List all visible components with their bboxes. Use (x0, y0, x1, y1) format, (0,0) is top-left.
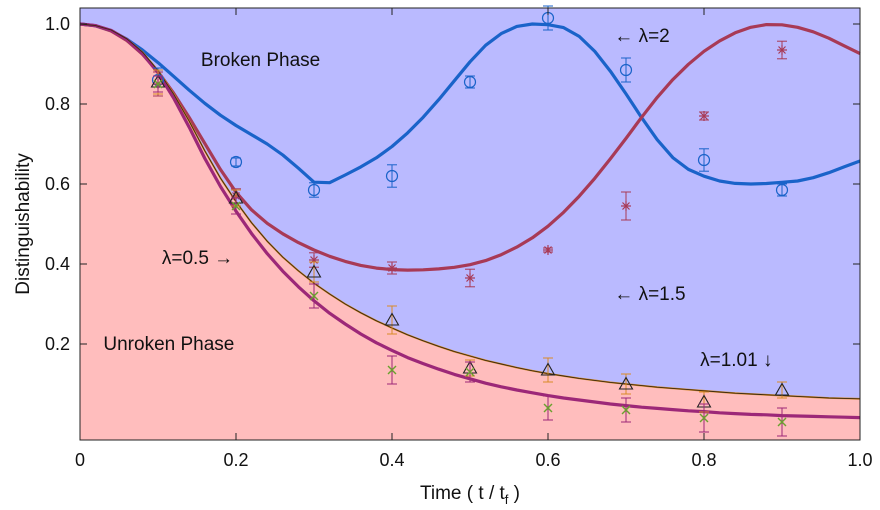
data-point (618, 373, 634, 395)
marker-triangle (384, 312, 400, 326)
annotation: Broken Phase (201, 50, 320, 71)
marker-star (466, 274, 474, 282)
marker-x (309, 291, 319, 301)
marker-star (700, 112, 708, 120)
data-point (306, 261, 322, 283)
data-point (153, 75, 163, 93)
data-point (699, 111, 709, 121)
marker-circle (775, 183, 789, 197)
region-unbroken-phase (80, 24, 860, 440)
annotation: ← λ=1.5 (614, 284, 685, 305)
data-point (774, 381, 790, 399)
y-tick-label: 0.6 (45, 174, 70, 194)
x-tick-label: 0.8 (691, 450, 716, 470)
data-point (385, 164, 399, 188)
x-axis-label-main: Time ( t / t (420, 483, 506, 504)
marker-star (778, 46, 786, 54)
data-point (387, 261, 397, 275)
annotation: λ=0.5 → (162, 248, 233, 269)
marker-x (231, 201, 241, 211)
series-line-1 (79, 22, 861, 272)
data-point (231, 197, 241, 215)
marker-triangle (306, 264, 322, 278)
x-tick-label: 0.6 (535, 450, 560, 470)
marker-x (387, 365, 397, 375)
x-tick-label: 0.2 (223, 450, 248, 470)
x-tick-label: 0 (75, 450, 85, 470)
x-tick-label: 0.4 (379, 450, 404, 470)
data-point (307, 182, 321, 198)
marker-circle (619, 63, 633, 77)
marker-x (465, 367, 475, 377)
marker-circle (463, 75, 477, 89)
marker-circle (385, 169, 399, 183)
marker-triangle (618, 376, 634, 390)
y-axis-label: Distinguishability (13, 153, 34, 295)
data-point (384, 305, 400, 335)
series-line-2-outline (79, 23, 861, 400)
marker-x (621, 405, 631, 415)
marker-x (153, 79, 163, 89)
annotation: Unroken Phase (103, 334, 234, 355)
axis-ticks: 0 0.2 0.4 0.6 0.8 1.0 0.2 0.4 0.6 0.8 1.0 (45, 8, 873, 470)
annotation: ← λ=2 (614, 26, 669, 47)
annotation: λ=1.01 ↓ (700, 350, 772, 371)
data-point (465, 268, 475, 288)
data-points (150, 5, 790, 437)
y-tick-label: 0.4 (45, 254, 70, 274)
marker-x (699, 413, 709, 423)
x-tick-label: 1.0 (847, 450, 872, 470)
marker-circle (307, 183, 321, 197)
data-point (543, 245, 553, 255)
y-tick-label: 1.0 (45, 14, 70, 34)
data-point (387, 355, 397, 385)
marker-x (543, 403, 553, 413)
data-point (777, 40, 787, 60)
data-point (540, 357, 556, 383)
data-point (229, 155, 243, 169)
y-tick-label: 0.8 (45, 94, 70, 114)
marker-triangle (774, 382, 790, 396)
data-point (777, 407, 787, 437)
data-point (699, 403, 709, 433)
annotations: Broken Phase Unroken Phase ← λ=2 ← λ=1.5 λ=0… (103, 26, 772, 371)
data-point (621, 191, 631, 221)
data-point (465, 361, 475, 383)
x-axis-label-end: ) (508, 483, 520, 504)
data-point (621, 397, 631, 423)
data-point (309, 283, 319, 309)
data-point (775, 183, 789, 197)
data-point (463, 75, 477, 89)
marker-circle (697, 153, 711, 167)
series-line-0 (79, 22, 861, 186)
x-axis-label: Time ( t / tf ) (420, 483, 520, 507)
marker-circle (229, 155, 243, 169)
marker-star (622, 202, 630, 210)
data-point (543, 395, 553, 421)
marker-x (777, 417, 787, 427)
marker-triangle (540, 362, 556, 376)
data-point (619, 57, 633, 83)
y-tick-label: 0.2 (45, 334, 70, 354)
data-point (697, 148, 711, 172)
marker-star (388, 264, 396, 272)
plot-frame (79, 7, 861, 441)
x-axis-label-subscript: f (505, 492, 509, 507)
marker-star (544, 246, 552, 254)
